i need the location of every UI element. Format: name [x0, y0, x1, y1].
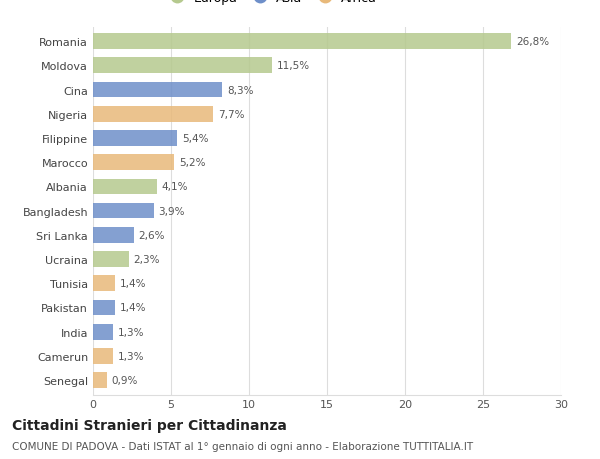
Text: 1,3%: 1,3% [118, 327, 145, 337]
Bar [93, 300, 115, 316]
Text: 4,1%: 4,1% [161, 182, 188, 192]
Text: 5,2%: 5,2% [179, 158, 205, 168]
Bar [93, 179, 157, 195]
Bar [93, 83, 223, 98]
Bar [93, 131, 177, 146]
Text: 26,8%: 26,8% [516, 37, 549, 47]
Text: 1,4%: 1,4% [119, 303, 146, 313]
Bar [93, 58, 272, 74]
Text: COMUNE DI PADOVA - Dati ISTAT al 1° gennaio di ogni anno - Elaborazione TUTTITAL: COMUNE DI PADOVA - Dati ISTAT al 1° genn… [12, 441, 473, 451]
Bar [93, 348, 113, 364]
Text: 7,7%: 7,7% [218, 110, 244, 119]
Text: 8,3%: 8,3% [227, 85, 254, 95]
Bar [93, 324, 113, 340]
Text: 1,4%: 1,4% [119, 279, 146, 289]
Bar [93, 34, 511, 50]
Text: 2,6%: 2,6% [138, 230, 165, 241]
Text: 5,4%: 5,4% [182, 134, 208, 144]
Bar [93, 228, 134, 243]
Bar [93, 252, 129, 267]
Text: 3,9%: 3,9% [158, 206, 185, 216]
Bar [93, 155, 174, 171]
Text: 2,3%: 2,3% [134, 254, 160, 264]
Bar [93, 203, 154, 219]
Text: 1,3%: 1,3% [118, 351, 145, 361]
Legend: Europa, Asia, Africa: Europa, Asia, Africa [165, 0, 377, 5]
Bar [93, 106, 213, 123]
Bar [93, 372, 107, 388]
Text: Cittadini Stranieri per Cittadinanza: Cittadini Stranieri per Cittadinanza [12, 418, 287, 431]
Text: 11,5%: 11,5% [277, 61, 310, 71]
Text: 0,9%: 0,9% [112, 375, 138, 385]
Bar [93, 276, 115, 291]
